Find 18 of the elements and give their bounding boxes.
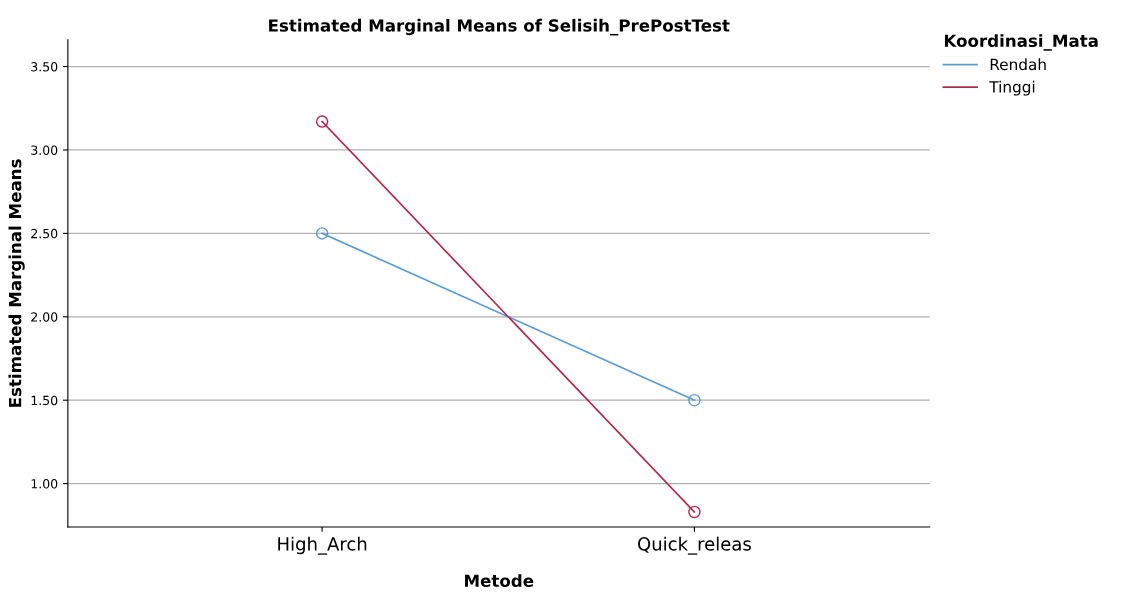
- y-tick-label: 2.50: [31, 228, 58, 239]
- legend-title: Koordinasi_Mata: [944, 34, 1098, 51]
- point: [315, 227, 329, 240]
- y-tick-label: 1.00: [31, 479, 58, 489]
- y-tick-label: 2.00: [31, 312, 58, 322]
- x-tick-label: High_Arch: [278, 536, 367, 555]
- legend-label: Rendah: [990, 58, 1046, 71]
- point: [315, 115, 329, 128]
- point: [688, 393, 701, 407]
- chart-title: Estimated Marginal Means of Selisih_PrePostTest: [269, 18, 730, 36]
- x-tick-label: Quick_releas: [638, 536, 751, 555]
- point: [688, 505, 701, 519]
- y-axis-title: Estimated Marginal Means: [8, 159, 25, 407]
- y-tick-label: 3.50: [31, 62, 58, 72]
- legend-label: Tinggi: [989, 80, 1035, 96]
- y-tick-label: 1.50: [31, 395, 58, 406]
- y-tick-label: 3.00: [31, 145, 58, 155]
- x-axis-title: Metode: [465, 574, 534, 588]
